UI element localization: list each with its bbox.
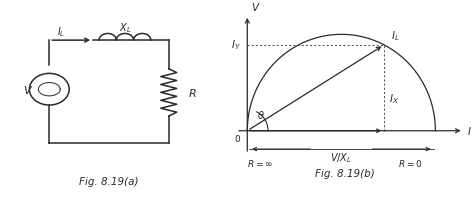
Text: $V/X_L$: $V/X_L$: [330, 151, 352, 165]
Text: θ: θ: [258, 110, 264, 121]
Text: $R = 0$: $R = 0$: [398, 157, 422, 168]
Text: V: V: [251, 3, 258, 13]
Text: I: I: [467, 126, 470, 136]
Text: $I_X$: $I_X$: [389, 92, 399, 105]
Text: $R = \infty$: $R = \infty$: [247, 157, 273, 168]
Text: $X_L$: $X_L$: [118, 21, 131, 34]
Text: $I_Y$: $I_Y$: [231, 38, 241, 52]
Text: $I_L$: $I_L$: [391, 29, 399, 43]
Text: 0: 0: [234, 134, 240, 143]
Text: Fig. 8.19(b): Fig. 8.19(b): [315, 168, 375, 179]
Text: $I_L$: $I_L$: [57, 25, 65, 39]
Text: Fig. 8.19(a): Fig. 8.19(a): [79, 176, 139, 186]
Text: $R$: $R$: [188, 87, 197, 99]
Text: $V$: $V$: [23, 84, 34, 96]
